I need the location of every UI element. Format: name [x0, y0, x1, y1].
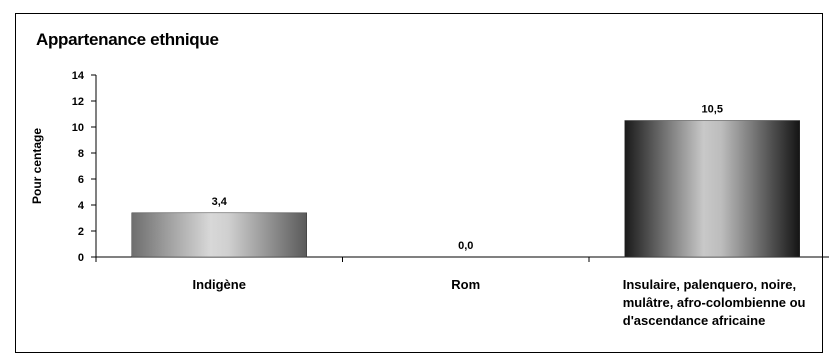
y-tick-label: 2: [78, 226, 84, 238]
y-tick-label: 4: [78, 200, 85, 212]
category-label-2: d'ascendance africaine: [623, 313, 766, 328]
bar-0: [131, 212, 307, 258]
category-label-2: Insulaire, palenquero, noire,: [623, 277, 796, 292]
y-tick-label: 10: [72, 122, 84, 134]
category-label-2: mulâtre, afro-colombienne ou: [623, 295, 806, 310]
y-tick-label: 14: [72, 70, 85, 82]
category-label-1: Rom: [451, 277, 480, 292]
y-tick-label: 0: [78, 252, 84, 264]
y-tick-label: 8: [78, 148, 84, 160]
data-label-0: 3,4: [212, 196, 228, 208]
data-label-2: 10,5: [702, 104, 723, 116]
y-axis-title: Pour centage: [30, 128, 44, 204]
bar-2: [624, 120, 800, 258]
data-label-1: 0,0: [458, 240, 473, 252]
bar-chart: 0 2 4 6 8 10 12 14 Pour centage 3,4 Indigène 0,0 Rom…: [30, 70, 829, 328]
y-tick-label: 6: [78, 174, 84, 186]
chart-title: Appartenance ethnique: [36, 30, 219, 49]
category-label-0: Indigène: [193, 277, 246, 292]
plot-area: 0 2 4 6 8 10 12 14 Pour centage 3,4 Indigène 0,0 Rom…: [30, 70, 829, 328]
y-tick-label: 12: [72, 96, 84, 108]
